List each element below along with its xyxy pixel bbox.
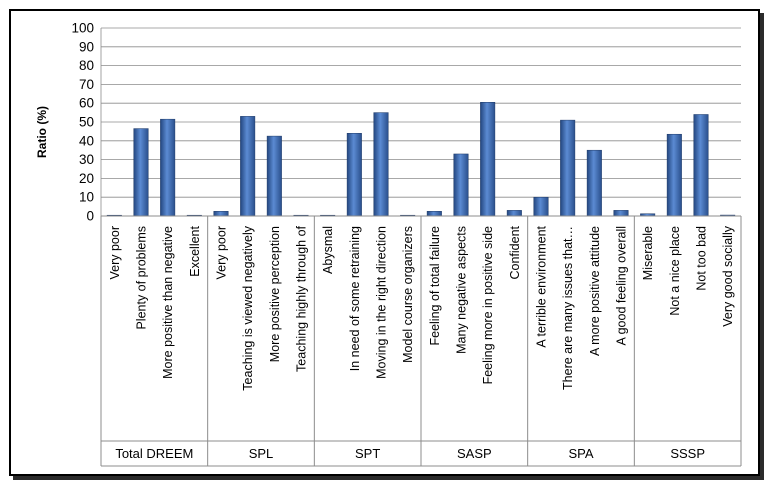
y-tick-label: 20 bbox=[79, 171, 94, 186]
x-tick-label: Excellent bbox=[188, 225, 202, 276]
y-tick-label: 30 bbox=[79, 152, 94, 167]
bar bbox=[666, 133, 682, 217]
x-tick-label: Plenty of problems bbox=[135, 226, 149, 330]
bar bbox=[266, 135, 282, 217]
bar bbox=[693, 114, 709, 217]
bar bbox=[240, 116, 256, 217]
x-tick-label: Teaching highly through of bbox=[295, 225, 309, 371]
bar bbox=[480, 102, 496, 217]
x-tick-label: Miserable bbox=[641, 226, 655, 280]
y-tick-label: 70 bbox=[79, 77, 94, 92]
bar bbox=[453, 153, 469, 217]
x-tick-label: There are many issues that… bbox=[561, 226, 575, 390]
group-label: Total DREEM bbox=[115, 446, 193, 461]
x-tick-label: A good feeling overall bbox=[615, 226, 629, 346]
bar bbox=[373, 112, 389, 217]
x-tick-label: Model course organizers bbox=[401, 226, 415, 363]
x-tick-label: A more positive attitude bbox=[588, 226, 602, 356]
bar bbox=[586, 149, 602, 217]
x-tick-label: More positive than negative bbox=[161, 226, 175, 379]
x-tick-label: Not too bad bbox=[695, 226, 709, 291]
x-tick-label: A terrible environment bbox=[535, 225, 549, 347]
group-label: SPL bbox=[249, 446, 274, 461]
group-label: SPA bbox=[568, 446, 593, 461]
y-tick-label: 40 bbox=[79, 133, 94, 148]
y-tick-labels: 0 10 20 30 40 50 60 70 80 90 100 bbox=[71, 21, 94, 224]
y-tick-label: 60 bbox=[79, 96, 94, 111]
x-tick-label: Moving in the right direction bbox=[375, 226, 389, 379]
bar bbox=[346, 133, 362, 217]
group-label: SSSP bbox=[670, 446, 705, 461]
bar bbox=[560, 119, 576, 217]
bar bbox=[426, 211, 442, 217]
group-label: SASP bbox=[457, 446, 492, 461]
bar bbox=[213, 211, 229, 217]
x-tick-label: Very poor bbox=[108, 226, 122, 280]
x-tick-label: In need of some retraining bbox=[348, 226, 362, 371]
gridlines bbox=[100, 27, 741, 217]
x-tick-label: Feeling of total failure bbox=[428, 226, 442, 346]
y-tick-label: 80 bbox=[79, 58, 94, 73]
y-tick-label: 90 bbox=[79, 39, 94, 54]
bar bbox=[133, 128, 149, 217]
bar bbox=[533, 196, 549, 217]
bar bbox=[160, 118, 176, 217]
x-tick-label: Feeling more in positive side bbox=[481, 226, 495, 384]
y-tick-label: 100 bbox=[71, 21, 94, 36]
y-tick-label: 10 bbox=[79, 190, 94, 205]
x-tick-label: Many negative aspects bbox=[455, 226, 469, 354]
x-tick-label: Not a nice place bbox=[668, 226, 682, 316]
bar bbox=[613, 210, 629, 217]
bar bbox=[506, 210, 522, 217]
x-tick-label: Teaching is viewed negatively bbox=[241, 225, 255, 390]
y-tick-label: 0 bbox=[86, 209, 94, 224]
x-tick-label: Very good socially bbox=[721, 225, 735, 327]
chart-frame: Ratio (%) 0 10 20 30 40 50 60 70 80 90 100 Very po… bbox=[9, 9, 760, 476]
x-tick-label: Abysmal bbox=[321, 226, 335, 274]
group-label: SPT bbox=[355, 446, 380, 461]
x-tick-label: More positive perception bbox=[268, 226, 282, 362]
x-tick-label: Very poor bbox=[215, 226, 229, 280]
bars bbox=[106, 102, 736, 217]
x-tick-label: Confident bbox=[508, 225, 522, 279]
bar-chart: Ratio (%) 0 10 20 30 40 50 60 70 80 90 100 Very po… bbox=[35, 21, 742, 467]
category-table: Very poor Plenty of problems More positive… bbox=[100, 215, 742, 467]
y-axis-label: Ratio (%) bbox=[35, 106, 49, 158]
y-tick-label: 50 bbox=[79, 115, 94, 130]
